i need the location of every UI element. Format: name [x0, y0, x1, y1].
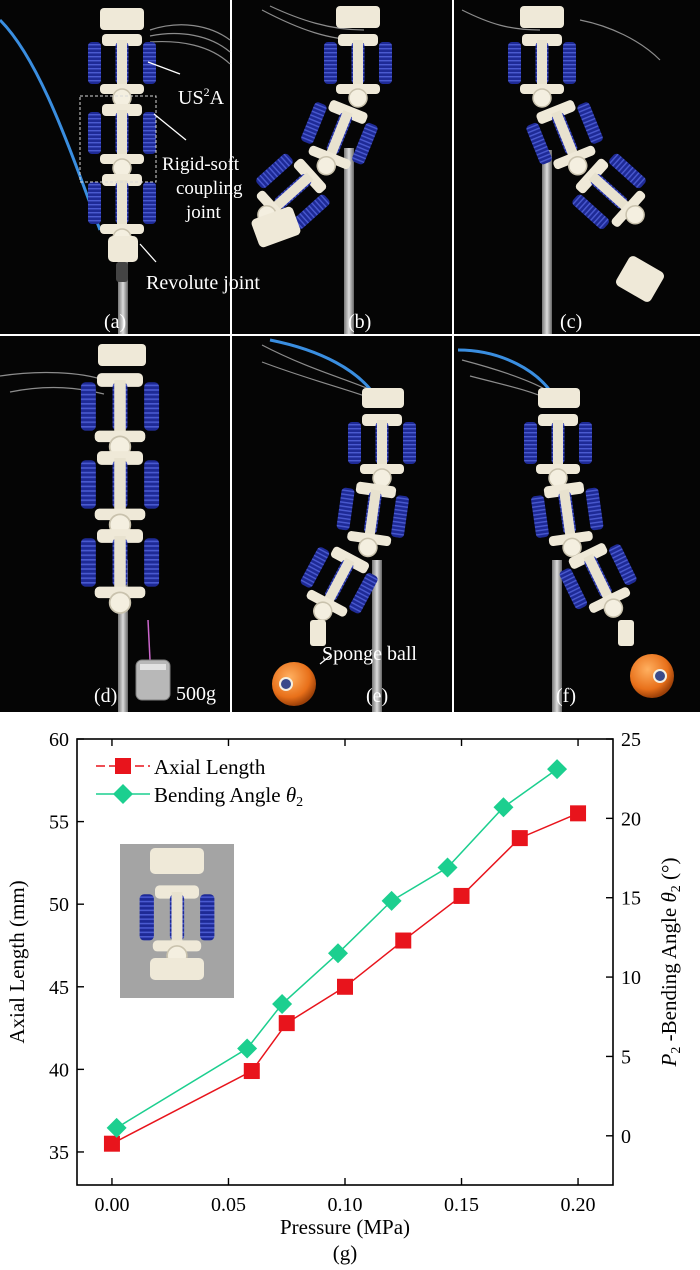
- bending-angle-point: [437, 857, 458, 878]
- soft-arm-d: [0, 344, 171, 712]
- y-axis-title: Axial Length (mm): [5, 880, 29, 1043]
- y-tick-label: 40: [49, 1059, 69, 1081]
- x-axis-title: Pressure (MPa): [280, 1215, 410, 1239]
- y-tick-label: 50: [49, 894, 69, 916]
- axial-length-point: [511, 830, 528, 847]
- y-tick-label: 60: [49, 729, 69, 751]
- x-tick-label: 0.20: [561, 1194, 596, 1216]
- panel-label-c: (c): [560, 311, 582, 333]
- rigid-soft-annotation-line2: coupling: [176, 178, 243, 199]
- soft-arm-c: [461, 6, 666, 334]
- axial-length-point: [103, 1135, 120, 1152]
- rigid-soft-annotation-line3: joint: [185, 202, 222, 223]
- axial-length-point: [453, 887, 470, 904]
- bending-angle-point: [328, 943, 349, 964]
- sponge-ball-e: [272, 662, 316, 706]
- inset-photo: [120, 844, 234, 998]
- y-tick-label: 35: [49, 1142, 69, 1164]
- y2-tick-label: 20: [621, 808, 641, 830]
- y2-tick-label: 5: [621, 1046, 631, 1068]
- soft-arm-b: [236, 5, 393, 334]
- panel-label-e: (e): [366, 685, 388, 707]
- legend-label-axial-length: Axial Length: [154, 755, 266, 779]
- legend-label-bending-angle: Bending Angle θ2: [154, 783, 303, 810]
- panel-label-b: (b): [348, 311, 371, 333]
- legend: Axial Length Bending Angle θ2: [96, 755, 303, 810]
- bending-angle-point: [106, 1117, 127, 1138]
- bending-angle-point: [493, 797, 514, 818]
- panel-label-a: (a): [104, 311, 126, 333]
- axial-length-point: [278, 1015, 295, 1032]
- sponge-ball-f: [630, 654, 674, 698]
- bending-angle-point: [272, 994, 293, 1015]
- bending-angle-point: [381, 890, 402, 911]
- soft-arm-e: [261, 338, 417, 712]
- y2-tick-label: 25: [621, 729, 641, 751]
- y-tick-label: 55: [49, 812, 69, 834]
- axial-length-point: [337, 978, 353, 995]
- panel-label-d: (d): [94, 685, 117, 707]
- y2-tick-label: 15: [621, 888, 641, 910]
- bending-angle-line: [116, 768, 558, 1129]
- y2-tick-label: 10: [621, 967, 641, 989]
- pressure-chart: 0.00 0.05 0.10 0.15 0.20 35 40 45 50 55 60 0 5 10 15 20…: [5, 729, 684, 1265]
- rigid-soft-annotation-line1: Rigid-soft: [162, 154, 240, 175]
- x-tick-label: 0.10: [328, 1194, 363, 1216]
- y2-axis-title: P2 -Bending Angle θ2 (°): [657, 858, 684, 1068]
- photo-grid: US2A Rigid-soft coupling joint Revolute …: [0, 0, 700, 712]
- soft-arm-f: [457, 348, 674, 712]
- soft-arm-a: [0, 8, 231, 334]
- y-tick-label: 45: [49, 977, 69, 999]
- axial-length-point: [570, 805, 587, 822]
- bending-angle-point: [237, 1038, 258, 1059]
- panel-label-f: (f): [556, 685, 576, 707]
- y2-tick-label: 0: [621, 1126, 631, 1148]
- axial-length-point: [395, 932, 412, 949]
- sponge-ball-annotation: Sponge ball: [322, 643, 417, 665]
- x-tick-label: 0.00: [94, 1194, 129, 1216]
- weight-annotation: 500g: [176, 683, 216, 705]
- axial-length-point: [243, 1063, 260, 1080]
- bending-angle-point: [547, 759, 568, 780]
- chart-caption: (g): [333, 1241, 358, 1265]
- x-tick-label: 0.05: [211, 1194, 246, 1216]
- us2a-annotation: US2A: [178, 85, 225, 109]
- revolute-joint-annotation: Revolute joint: [146, 272, 260, 294]
- x-tick-label: 0.15: [444, 1194, 479, 1216]
